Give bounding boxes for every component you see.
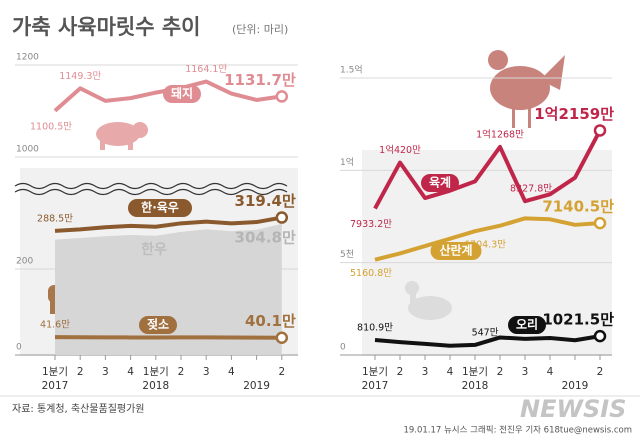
x-tick-label: 3: [102, 366, 109, 378]
x-tick-label: 3: [522, 366, 529, 378]
year-label: 2017: [362, 380, 389, 392]
series-tag: 오리: [516, 317, 538, 332]
y-tick-label: 5천: [340, 249, 354, 260]
line: [374, 334, 601, 348]
y-tick-label: 0: [16, 343, 22, 353]
credit: 19.01.17 뉴시스 그래픽: 전진우 기자 618tue@newsis.c…: [403, 425, 632, 436]
logo: NEWSIS: [520, 395, 626, 423]
unit-note: (단위: 마리): [232, 23, 288, 36]
y-tick-label: 1억: [340, 156, 354, 168]
x-tick-label: 1분기: [462, 366, 488, 378]
value-label: 5160.8만: [350, 268, 392, 279]
end-label: 7140.5만: [542, 198, 614, 216]
end-label: 1021.5만: [542, 311, 614, 329]
value-label: 1164.1만: [185, 64, 227, 75]
series-tag-box: [128, 199, 192, 217]
end-marker: [275, 331, 289, 344]
series-tag-box: [508, 316, 546, 334]
series-tag-box: [163, 85, 201, 103]
year-label: 2019: [562, 380, 589, 392]
end-marker: [593, 216, 607, 230]
line: [54, 335, 282, 340]
series-tag-box: [430, 242, 482, 260]
y-tick-label: 0: [340, 343, 346, 353]
year-label: 2019: [243, 380, 270, 392]
value-label: 1149.3만: [59, 71, 101, 82]
x-tick-label: 2: [77, 366, 84, 378]
area: [55, 223, 282, 355]
value-label: 41.6만: [40, 320, 70, 331]
chicken-icon: [488, 50, 565, 128]
end-label: 40.1만: [245, 312, 296, 330]
x-tick-label: 2: [397, 366, 404, 378]
end-marker: [275, 211, 289, 224]
end-marker: [593, 124, 607, 137]
series-tag: 산란계: [439, 243, 472, 258]
x-tick-label: 4: [127, 366, 134, 378]
x-tick-label: 1분기: [42, 366, 68, 378]
series-tag-box: [421, 174, 459, 192]
series-tag: 젖소: [147, 317, 169, 332]
duck-icon: [405, 281, 452, 320]
value-label: 6704.3만: [464, 240, 506, 251]
y-tick-label: 1.5억: [340, 64, 363, 76]
end-label: 1억2159만: [534, 105, 614, 123]
title: 가축 사육마릿수 추이: [12, 15, 201, 39]
y-tick-label: 1200: [16, 53, 39, 63]
value-label: 547만: [472, 327, 499, 338]
x-tick-label: 4: [447, 366, 454, 378]
end-marker: [275, 90, 289, 103]
year-label: 2018: [462, 380, 489, 392]
value-label: 7933.2만: [350, 219, 392, 230]
y-tick-label: 200: [16, 256, 33, 266]
line: [373, 129, 602, 210]
year-label: 2017: [42, 380, 69, 392]
value-label: 1억420만: [379, 144, 421, 156]
source: 자료: 통계청, 축산물품질평가원: [12, 403, 145, 415]
value-label: 288.5만: [37, 213, 73, 224]
series-tag: 육계: [429, 175, 451, 190]
x-tick-label: 3: [203, 366, 210, 378]
x-tick-label: 1분기: [362, 366, 388, 378]
end-label: 304.8만: [235, 228, 296, 246]
pig-icon: [96, 122, 148, 150]
x-tick-label: 3: [422, 366, 429, 378]
series-tag: 한·육우: [141, 200, 179, 215]
end-marker: [593, 329, 607, 343]
x-tick-label: 2: [278, 366, 285, 378]
value-label: 810.9만: [357, 323, 393, 334]
x-tick-label: 2: [497, 366, 504, 378]
x-tick-label: 4: [228, 366, 235, 378]
value-label: 8327.8만: [510, 184, 552, 195]
year-label: 2018: [142, 380, 169, 392]
x-tick-label: 1분기: [143, 366, 169, 378]
line: [54, 215, 283, 233]
series-tag: 한우: [141, 242, 167, 258]
x-tick-label: 4: [547, 366, 554, 378]
series-tag: 돼지: [171, 86, 193, 101]
axis-break: [14, 182, 288, 190]
end-label: 1131.7만: [224, 71, 296, 89]
end-label: 319.4만: [235, 192, 296, 210]
x-tick-label: 2: [597, 366, 604, 378]
axis-break: [14, 188, 288, 196]
x-tick-label: 2: [178, 366, 185, 378]
value-label: 1억1268만: [476, 128, 524, 140]
value-label: 1100.5만: [30, 121, 72, 132]
line: [374, 216, 601, 262]
series-tag-box: [139, 316, 177, 334]
y-tick-label: 1000: [16, 145, 39, 155]
